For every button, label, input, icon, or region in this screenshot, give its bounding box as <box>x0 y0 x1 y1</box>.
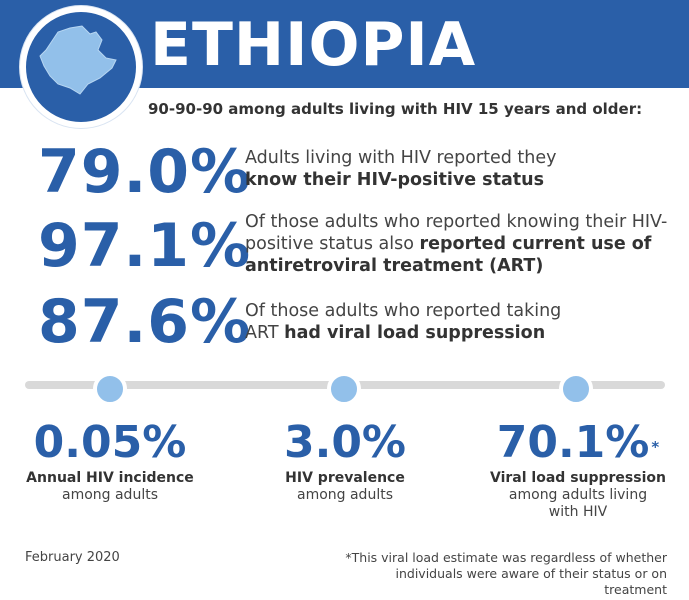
kpi-label: among adults living with HIV <box>508 487 648 520</box>
subtitle: 90-90-90 among adults living with HIV 15… <box>148 100 643 118</box>
cascade-description: Adults living with HIV reported they kno… <box>245 147 675 191</box>
asterisk-marker: * <box>651 438 660 456</box>
kpi-label-bold: HIV prevalence <box>285 470 405 486</box>
kpi-value: 0.05% <box>33 417 187 468</box>
timeline-dot <box>559 372 593 406</box>
kpi-value-wrap: 70.1% * <box>478 416 678 470</box>
footer-note: *This viral load estimate was regardless… <box>345 550 667 597</box>
cascade-text-bold: reported current use of antiretroviral t… <box>245 234 652 276</box>
kpi-viral-suppression: 70.1% * Viral load suppression among adul… <box>478 416 678 521</box>
kpi-label-bold: Annual HIV incidence <box>26 470 194 486</box>
cascade-text-bold: had viral load suppression <box>284 323 546 343</box>
timeline-dot <box>93 372 127 406</box>
kpi-label-bold: Viral load suppression <box>490 470 666 486</box>
cascade-text-bold: know their HIV-positive status <box>245 170 545 190</box>
kpi-incidence: 0.05% Annual HIV incidence among adults <box>10 416 210 504</box>
kpi-prevalence: 3.0% HIV prevalence among adults <box>240 416 450 504</box>
cascade-description: Of those adults who reported taking ART … <box>245 300 595 344</box>
timeline-dot <box>327 372 361 406</box>
page-title: ETHIOPIA <box>150 10 477 80</box>
cascade-value: 79.0% <box>38 137 252 207</box>
kpi-label: among adults <box>296 487 393 503</box>
cascade-text: Adults living with HIV reported they <box>245 148 557 168</box>
cascade-value: 87.6% <box>38 287 252 357</box>
cascade-text: Of those adults who reported knowing the… <box>245 212 668 254</box>
cascade-text: Of those adults who reported taking ART <box>245 301 562 343</box>
cascade-description: Of those adults who reported knowing the… <box>245 211 675 277</box>
ethiopia-map-icon <box>39 25 117 95</box>
kpi-value: 70.1% <box>496 417 650 468</box>
cascade-value: 97.1% <box>38 211 252 281</box>
kpi-label: among adults <box>61 487 158 503</box>
kpi-value: 3.0% <box>283 417 407 468</box>
footer-date: February 2020 <box>25 550 120 565</box>
map-badge <box>20 6 142 128</box>
